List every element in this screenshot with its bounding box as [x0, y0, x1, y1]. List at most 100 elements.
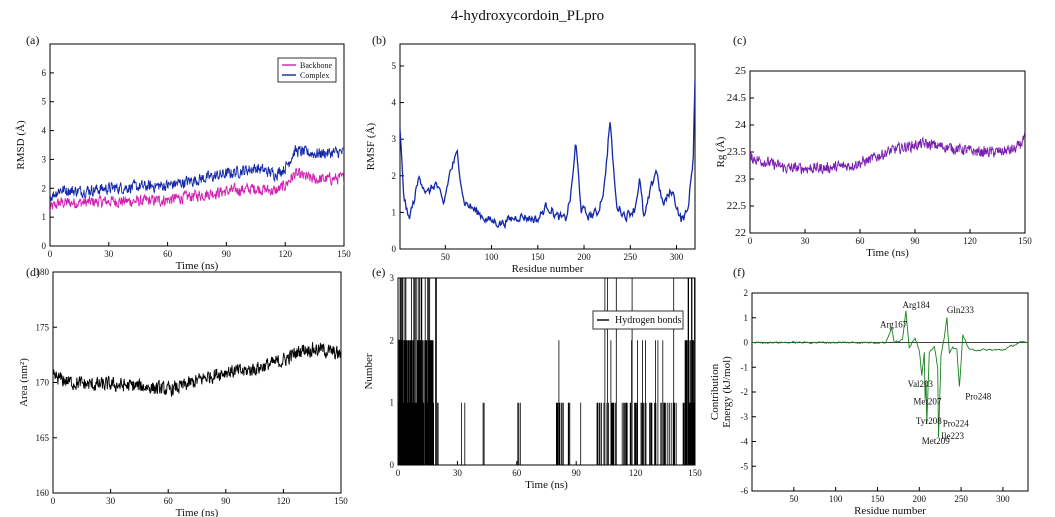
x-tick-label: 150: [334, 496, 348, 506]
x-tick-label: 30: [453, 468, 463, 478]
x-tick-label: 300: [996, 494, 1010, 504]
series-line-backbone: [50, 167, 344, 210]
y-axis-label: Area (nm²): [18, 358, 30, 407]
x-tick-label: 90: [221, 496, 231, 506]
residue-annotation: Pro248: [965, 391, 992, 401]
y-tick-label: 175: [36, 322, 50, 332]
y-tick-label: 24.5: [727, 92, 747, 104]
plot-frame: [49, 43, 345, 247]
panel-label: (f): [733, 265, 745, 279]
x-tick-label: 250: [624, 252, 638, 262]
y-tick-label: -4: [741, 437, 749, 447]
y-tick-label: 170: [36, 378, 50, 388]
y-tick-label: -1: [741, 362, 749, 372]
x-tick-label: 120: [278, 249, 292, 259]
residue-annotation: Gln233: [947, 305, 975, 315]
x-tick-label: 120: [963, 236, 977, 246]
series-line-complex: [50, 144, 344, 202]
chart-panel-d: (d) 0 30 60 90 120 150 160 165 170 175 180 Time (ns)…: [18, 265, 348, 517]
y-tick-label: 1: [392, 207, 397, 217]
y-tick-label: 22.5: [727, 200, 747, 212]
x-tick-label: 120: [277, 496, 291, 506]
panel-label: (d): [26, 265, 40, 279]
y-tick-label: 6: [42, 68, 47, 78]
x-tick-label: 200: [577, 252, 591, 262]
x-tick-label: 90: [572, 468, 582, 478]
residue-annotation: Arg167: [880, 320, 908, 330]
x-axis-label: Time (ns): [525, 479, 568, 491]
x-tick-label: 150: [1018, 236, 1032, 246]
y-tick-label: 5: [392, 61, 397, 71]
series-line-0: [53, 342, 341, 397]
y-tick-label: 160: [36, 488, 50, 498]
y-tick-label: 2: [392, 171, 397, 181]
y-tick-label: 2: [42, 183, 47, 193]
x-tick-label: 60: [163, 249, 173, 259]
y-axis-label: Energy (kJ/mol): [721, 356, 733, 428]
y-tick-label: 2: [390, 335, 395, 345]
y-tick-label: 25: [735, 65, 747, 77]
y-tick-label: 180: [36, 267, 50, 277]
plot-frame: [397, 277, 696, 466]
y-tick-label: 0: [744, 338, 749, 348]
series-hydrogen-bonds: [398, 278, 695, 465]
y-tick-label: 1: [390, 398, 395, 408]
chart-panel-c: (c) 0 30 60 90 120 150 22 22.5 23 23.5 24 24.5 25 Time…: [715, 33, 1032, 259]
y-tick-label: 23: [735, 173, 747, 185]
y-tick-label: 0: [392, 244, 397, 254]
plot-frame: [399, 43, 696, 250]
x-tick-label: 90: [222, 249, 232, 259]
series-line-0: [400, 79, 695, 230]
x-tick-label: 30: [801, 236, 811, 246]
series-line-0: [752, 310, 1028, 437]
y-tick-label: 4: [392, 98, 397, 108]
residue-annotation: Ile223: [941, 431, 964, 441]
x-tick-label: 120: [629, 468, 643, 478]
panel-label: (b): [372, 33, 386, 47]
x-tick-label: 150: [531, 252, 545, 262]
y-tick-label: 24: [735, 119, 747, 131]
y-tick-label: -5: [741, 461, 749, 471]
y-axis-label: Contribution: [709, 363, 721, 420]
y-axis-label: Number: [363, 353, 375, 389]
x-tick-label: 100: [829, 494, 843, 504]
residue-annotation: Pro224: [943, 419, 970, 429]
x-tick-label: 250: [954, 494, 968, 504]
y-tick-label: 1: [42, 212, 47, 222]
x-tick-label: 0: [48, 249, 53, 259]
x-tick-label: 150: [337, 249, 351, 259]
x-tick-label: 150: [871, 494, 885, 504]
legend-entry: Backbone: [300, 61, 332, 70]
x-tick-label: 300: [670, 252, 684, 262]
y-tick-label: 3: [42, 154, 47, 164]
x-tick-label: 30: [104, 249, 114, 259]
x-tick-label: 60: [164, 496, 174, 506]
y-tick-label: 0: [390, 460, 395, 470]
x-axis-label: Time (ns): [176, 260, 219, 272]
panel-label: (c): [733, 33, 746, 47]
legend-entry: Complex: [300, 71, 329, 80]
x-tick-label: 200: [913, 494, 927, 504]
y-tick-label: 0: [42, 241, 47, 251]
y-tick-label: 1: [744, 313, 749, 323]
residue-annotation: Met207: [913, 396, 941, 406]
y-tick-label: 3: [390, 273, 395, 283]
x-axis-label: Time (ns): [866, 247, 909, 259]
x-axis-label: Residue number: [854, 505, 926, 517]
legend-box: [592, 310, 684, 330]
x-tick-label: 150: [688, 468, 702, 478]
figure-title: 4-hydroxycordoin_PLpro: [450, 8, 605, 24]
y-tick-label: -2: [741, 387, 749, 397]
residue-annotation: Arg184: [903, 300, 931, 310]
series-line-0: [750, 132, 1025, 175]
chart-panel-f: (f) 50 100 150 200 250 300 -6 -5 -4 -3 -2 -1 0 1 2 Resid…: [709, 265, 1029, 517]
panel-label: (a): [26, 33, 39, 47]
legend: Hydrogen bonds: [592, 310, 684, 330]
x-tick-label: 60: [856, 236, 866, 246]
y-axis-label: RMSF (Å): [365, 122, 377, 170]
x-axis-label: Residue number: [512, 263, 584, 275]
y-tick-label: 165: [36, 433, 50, 443]
y-tick-label: 3: [392, 134, 397, 144]
hbond-bars: [398, 278, 695, 465]
